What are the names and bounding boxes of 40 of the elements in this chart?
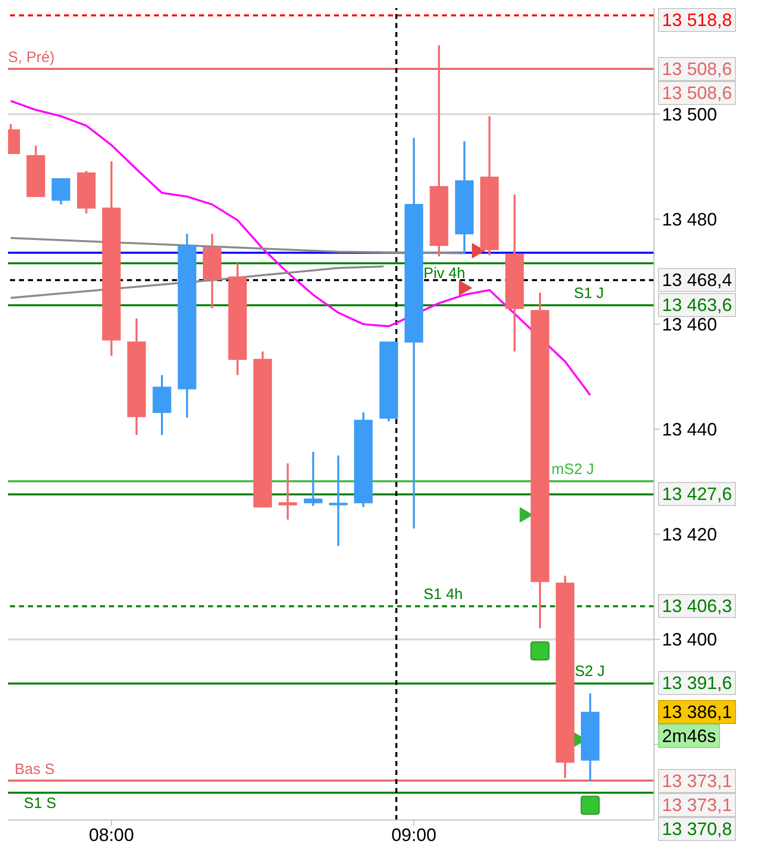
annotation: mS2 J (551, 461, 594, 480)
x-tick-label: 08:00 (88, 824, 134, 845)
annotation: S1 S (24, 794, 56, 813)
candlestick (304, 450, 322, 507)
point (580, 796, 600, 815)
ref-line-label: 13 427,6 (658, 482, 736, 506)
ref-line-label: 13 518,8 (658, 8, 736, 32)
ref-line-label: 13 373,1 (658, 768, 736, 793)
point (472, 243, 485, 258)
ref-line-label: 13 406,3 (658, 594, 736, 618)
y-tick-label: 13 400 (662, 630, 718, 650)
candlestick (328, 454, 348, 547)
ref-line-label: 13 468,4 (658, 268, 736, 292)
point (530, 641, 550, 660)
point (458, 280, 472, 296)
candlestick (52, 178, 70, 206)
line-series (10, 237, 466, 254)
y-tick-label: 13 460 (662, 314, 718, 335)
annotation: Bas S (14, 760, 55, 779)
ref-line-label: 13 463,6 (658, 293, 736, 318)
annotation: 13 373,1 (658, 792, 736, 817)
annotation: S1 J (574, 285, 604, 304)
annotation: Piv 4h (424, 265, 466, 284)
candlestick (278, 462, 298, 521)
annotation: S, Pré) (8, 48, 55, 67)
y-tick-label: 13 420 (662, 524, 718, 545)
ref-line-label: 13 370,8 (658, 816, 736, 841)
y-tick-label: 13 480 (662, 210, 718, 230)
ref-line-label: 13 391,6 (658, 671, 736, 696)
annotation: S1 4h (424, 586, 463, 604)
ref-line-label: 13 508,6 (658, 56, 736, 81)
y-tick-label: 13 500 (662, 104, 718, 124)
annotation: S2 J (574, 663, 605, 682)
x-tick-label: 09:00 (391, 824, 436, 845)
point (520, 507, 533, 522)
annotation: 13 508,6 (658, 80, 736, 105)
text: 13 386,1 (662, 702, 732, 722)
line-series (10, 100, 592, 396)
text: 2m46s (658, 724, 720, 748)
y-tick-label: 13 440 (662, 420, 718, 440)
